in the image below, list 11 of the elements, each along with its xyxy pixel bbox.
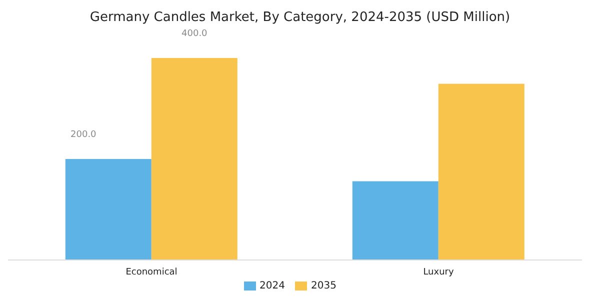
bar [352, 181, 438, 260]
data-label: 200.0 [70, 130, 97, 140]
x-tick-label: Economical [126, 267, 178, 278]
bar [65, 159, 152, 260]
x-tick-label: Luxury [423, 267, 454, 278]
legend-label: 2035 [311, 280, 336, 292]
chart-title: Germany Candles Market, By Category, 2024-2035 (USD Million) [88, 9, 512, 27]
bar [438, 84, 524, 260]
data-label: 400.0 [182, 29, 208, 39]
legend-label: 2024 [260, 280, 285, 292]
bar [151, 58, 238, 260]
